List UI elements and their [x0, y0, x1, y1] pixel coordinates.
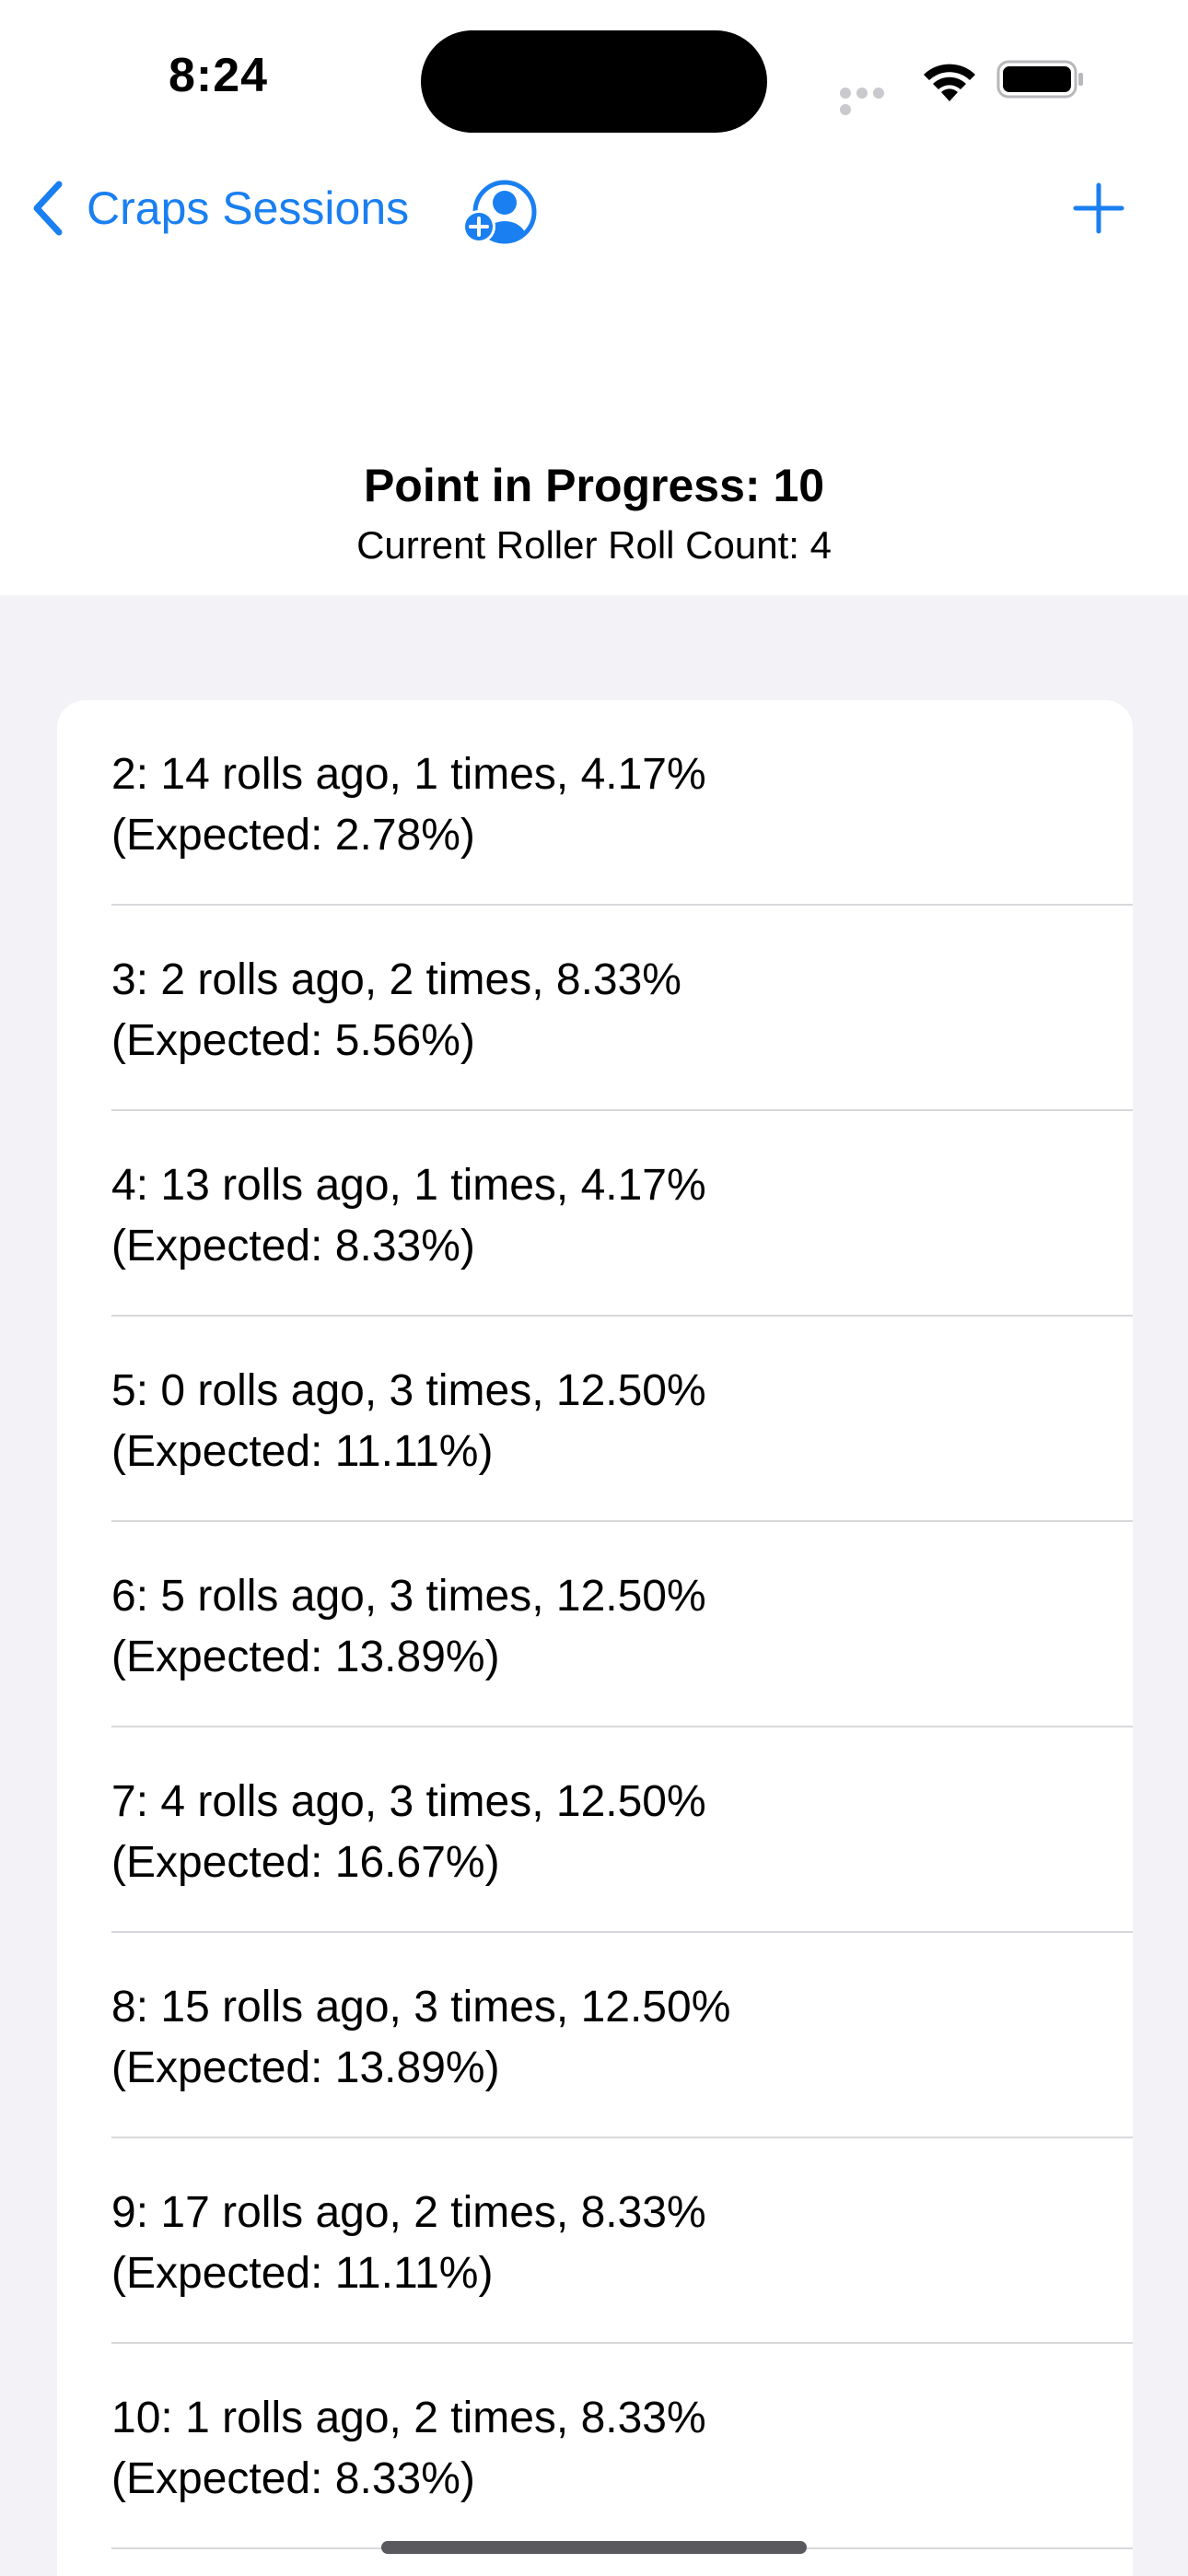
- point-in-progress-title: Point in Progress: 10: [363, 460, 825, 511]
- roll-stat-expected: (Expected: 16.67%): [111, 1838, 500, 1887]
- roll-stat-expected: (Expected: 13.89%): [111, 1633, 500, 1681]
- roll-stat-expected: (Expected: 2.78%): [111, 811, 475, 860]
- person-add-icon[interactable]: [460, 175, 540, 249]
- back-button[interactable]: Craps Sessions: [28, 175, 409, 241]
- list-item[interactable]: 6: 5 rolls ago, 3 times, 12.50% (Expecte…: [57, 1522, 1133, 1727]
- home-indicator[interactable]: [381, 2541, 807, 2554]
- roll-stat-expected: (Expected: 8.33%): [111, 2454, 475, 2503]
- list-item[interactable]: 10: 1 rolls ago, 2 times, 8.33% (Expecte…: [57, 2344, 1133, 2549]
- roll-stat-summary: 6: 5 rolls ago, 3 times, 12.50%: [111, 1572, 706, 1621]
- status-time: 8:24: [169, 49, 269, 102]
- roll-stat-summary: 7: 4 rolls ago, 3 times, 12.50%: [111, 1777, 706, 1826]
- back-button-label: Craps Sessions: [87, 182, 410, 234]
- wifi-icon: [924, 64, 975, 101]
- roll-stat-summary: 10: 1 rolls ago, 2 times, 8.33%: [111, 2394, 706, 2442]
- roll-stat-expected: (Expected: 11.11%): [111, 1427, 494, 1476]
- cellular-signal-icon: [840, 87, 904, 115]
- roll-stats-list: 2: 14 rolls ago, 1 times, 4.17% (Expecte…: [57, 700, 1133, 2576]
- roll-stat-summary: 5: 0 rolls ago, 3 times, 12.50%: [111, 1366, 706, 1415]
- list-item[interactable]: 2: 14 rolls ago, 1 times, 4.17% (Expecte…: [57, 700, 1133, 906]
- battery-icon: [996, 60, 1083, 99]
- dynamic-island: [421, 30, 767, 133]
- roll-stat-summary: 4: 13 rolls ago, 1 times, 4.17%: [111, 1161, 706, 1210]
- roll-stat-summary: 8: 15 rolls ago, 3 times, 12.50%: [111, 1983, 731, 2032]
- roller-roll-count: Current Roller Roll Count: 4: [356, 523, 832, 567]
- roll-stat-expected: (Expected: 8.33%): [111, 1222, 475, 1270]
- roll-stat-expected: (Expected: 11.11%): [111, 2249, 494, 2298]
- list-item[interactable]: 3: 2 rolls ago, 2 times, 8.33% (Expected…: [57, 906, 1133, 1111]
- roll-stat-expected: (Expected: 13.89%): [111, 2043, 500, 2092]
- roll-stat-summary: 9: 17 rolls ago, 2 times, 8.33%: [111, 2188, 706, 2237]
- roll-stat-summary: 2: 14 rolls ago, 1 times, 4.17%: [111, 750, 706, 799]
- list-item[interactable]: 5: 0 rolls ago, 3 times, 12.50% (Expecte…: [57, 1317, 1133, 1522]
- list-item[interactable]: 7: 4 rolls ago, 3 times, 12.50% (Expecte…: [57, 1727, 1133, 1933]
- list-item[interactable]: 4: 13 rolls ago, 1 times, 4.17% (Expecte…: [57, 1111, 1133, 1317]
- list-item[interactable]: 8: 15 rolls ago, 3 times, 12.50% (Expect…: [57, 1933, 1133, 2138]
- chevron-left-icon: [33, 181, 63, 236]
- list-item[interactable]: 9: 17 rolls ago, 2 times, 8.33% (Expecte…: [57, 2138, 1133, 2344]
- roll-stat-summary: 3: 2 rolls ago, 2 times, 8.33%: [111, 955, 681, 1004]
- plus-icon[interactable]: [1072, 181, 1125, 235]
- roll-stat-expected: (Expected: 5.56%): [111, 1016, 475, 1065]
